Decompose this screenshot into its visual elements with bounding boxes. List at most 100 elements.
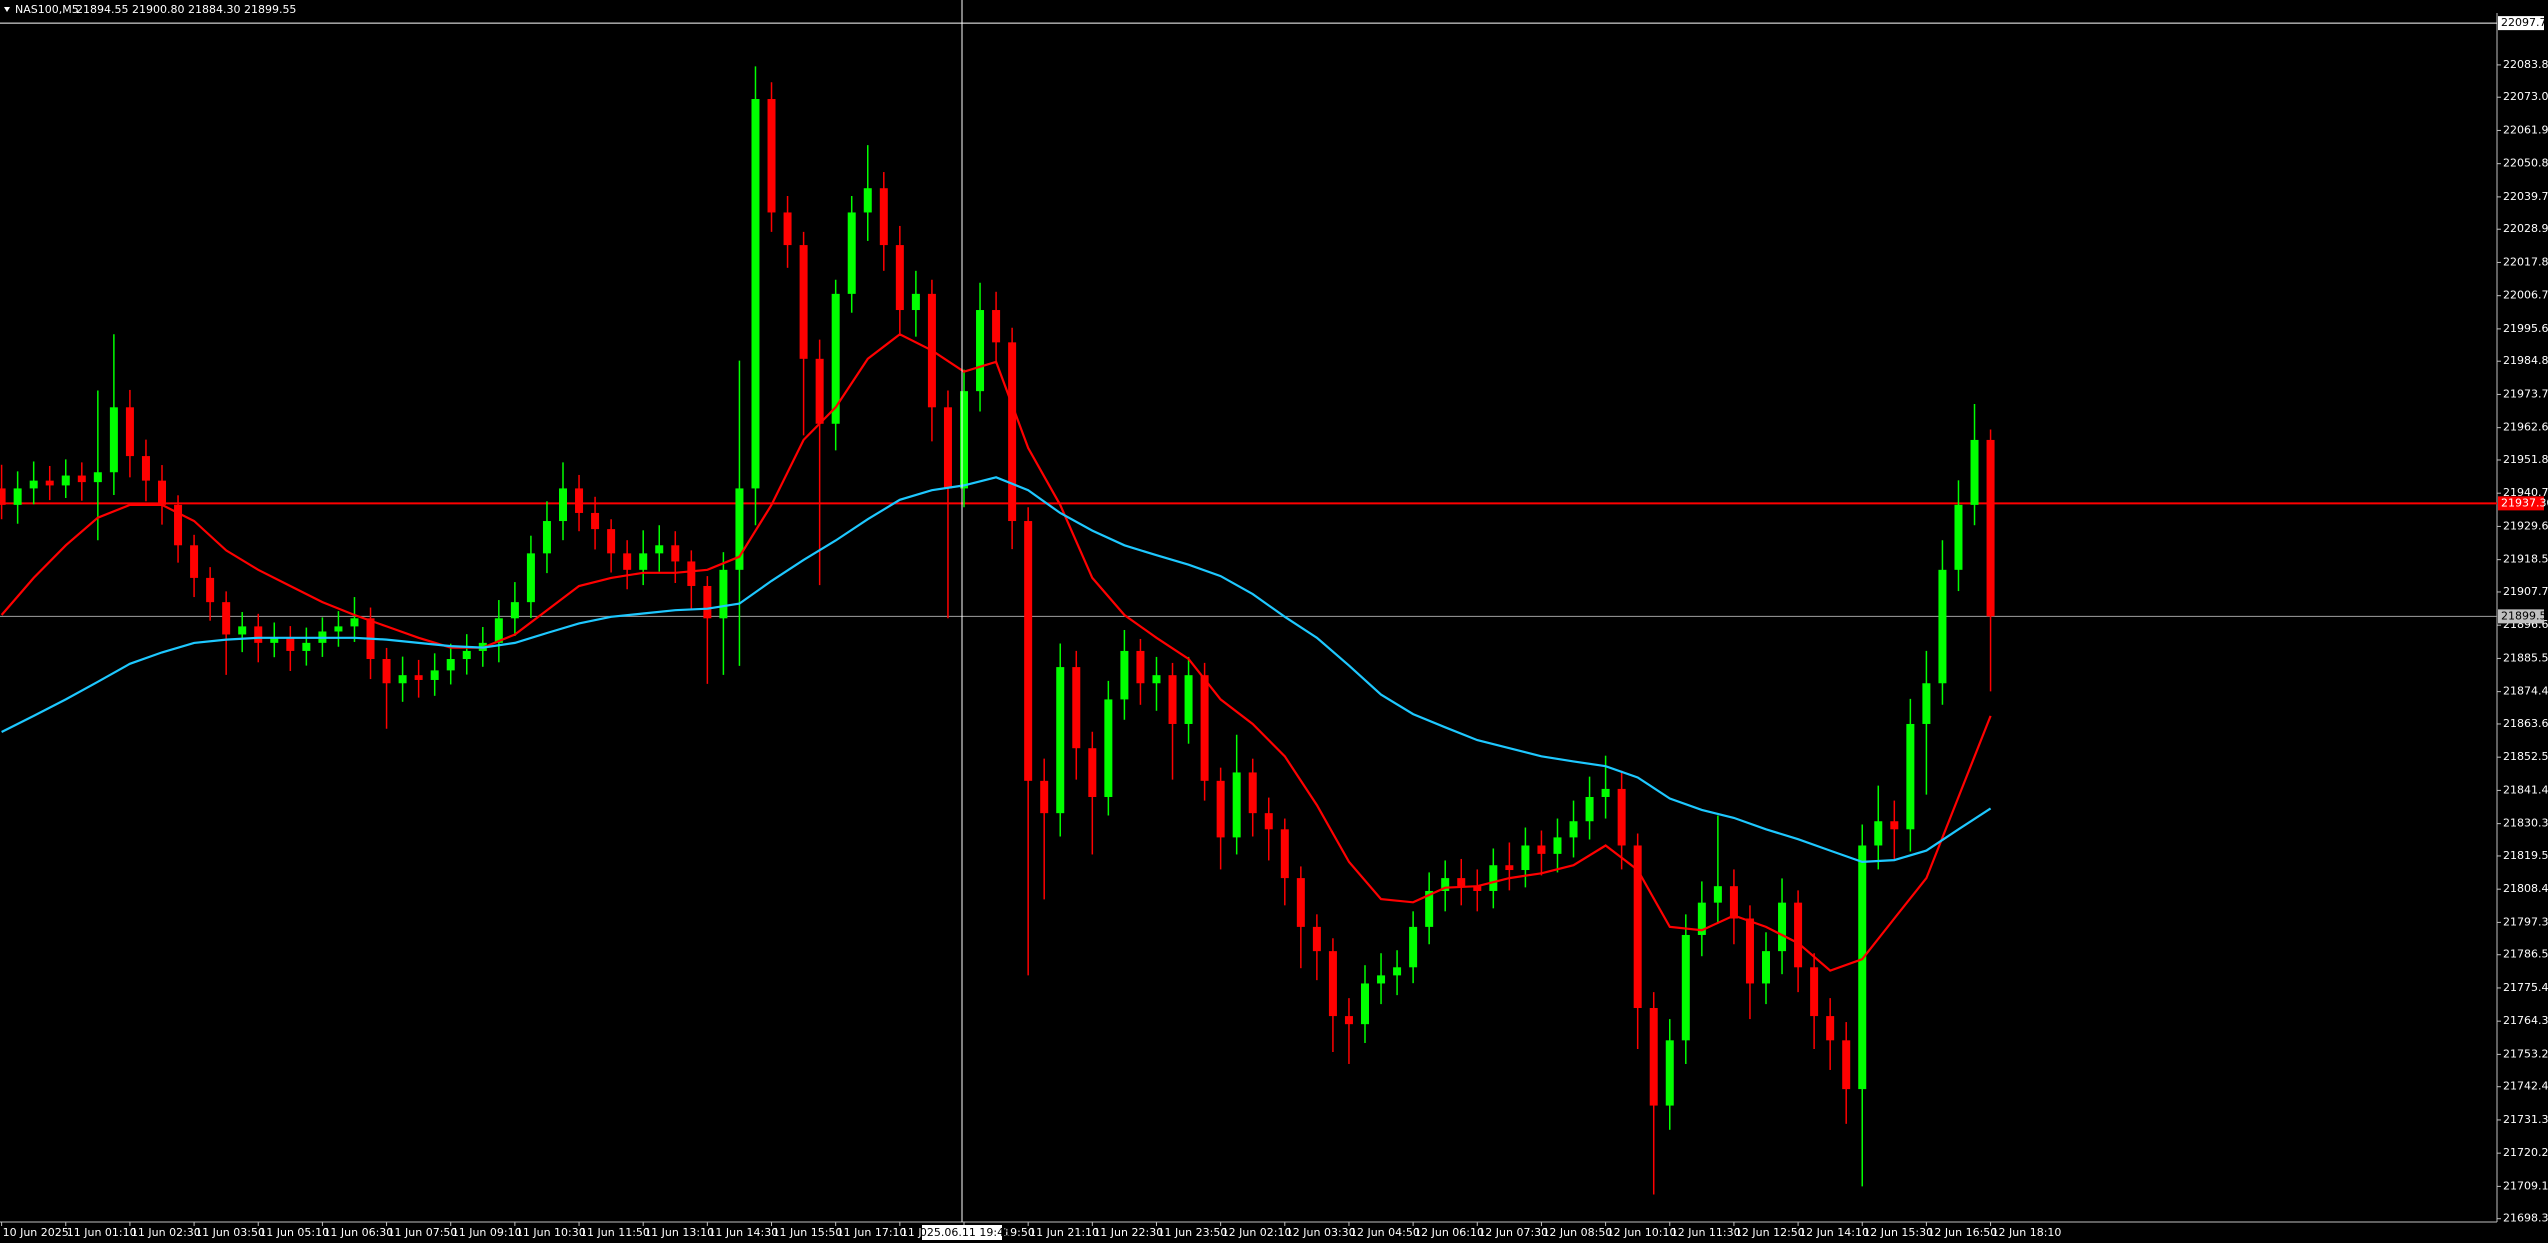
candle xyxy=(1938,540,1947,705)
candle-body xyxy=(414,675,423,680)
candle-body xyxy=(1264,813,1273,830)
y-tick-label: 21830.30 xyxy=(2503,817,2548,830)
candle xyxy=(206,567,215,621)
y-tick-label: 21918.50 xyxy=(2503,553,2548,566)
candle xyxy=(1328,938,1337,1052)
candle xyxy=(141,439,150,502)
candle xyxy=(1922,650,1931,795)
y-tick-label: 21720.20 xyxy=(2503,1146,2548,1159)
candle-body xyxy=(1296,878,1305,927)
candle-body xyxy=(1152,675,1161,684)
candle-body xyxy=(976,310,985,392)
candle xyxy=(302,627,311,666)
candle-body xyxy=(687,561,696,586)
candle xyxy=(943,390,952,619)
candle-body xyxy=(847,212,856,294)
candle xyxy=(1393,950,1402,996)
candle-body xyxy=(1072,667,1081,749)
candle-body xyxy=(1328,951,1337,1017)
crosshair-time-box xyxy=(922,1225,1002,1240)
candle xyxy=(174,495,183,563)
candle-body xyxy=(1954,504,1963,570)
symbol-menu-icon[interactable] xyxy=(4,7,10,12)
y-tick-label: 21874.40 xyxy=(2503,685,2548,698)
candle-body xyxy=(1569,821,1578,838)
candle xyxy=(510,582,519,636)
y-tick-label: 22073.00 xyxy=(2503,90,2548,103)
candle xyxy=(767,82,776,232)
y-tick-label: 21786.50 xyxy=(2503,948,2548,961)
candle-body xyxy=(1088,748,1097,797)
candle-body xyxy=(1553,837,1562,854)
x-tick-label: 12 Jun 08:50 xyxy=(1542,1226,1612,1239)
candle-body xyxy=(559,488,567,522)
candle xyxy=(1569,800,1578,858)
candle xyxy=(607,519,616,573)
y-tick-label: 22017.80 xyxy=(2503,255,2548,268)
candle xyxy=(1505,842,1514,891)
x-tick-label: 11 Jun 02:30 xyxy=(131,1226,201,1239)
candle-body xyxy=(1489,865,1498,891)
candle xyxy=(1794,890,1803,993)
candle xyxy=(1489,848,1498,909)
candle xyxy=(350,597,359,642)
y-tick-label: 22061.90 xyxy=(2503,123,2548,136)
y-tick-label: 21951.80 xyxy=(2503,453,2548,466)
candle-body xyxy=(863,188,872,213)
candle xyxy=(77,462,86,501)
candle xyxy=(671,531,680,583)
candle-body xyxy=(302,642,311,651)
candle-body xyxy=(1729,886,1738,919)
y-tick-label: 21698.30 xyxy=(2503,1212,2548,1225)
y-tick-label: 21753.20 xyxy=(2503,1047,2548,1060)
candle-body xyxy=(382,659,391,684)
y-tick-label: 21841.40 xyxy=(2503,783,2548,796)
candle-body xyxy=(1810,967,1819,1017)
candle xyxy=(1457,858,1466,906)
candle xyxy=(238,612,247,653)
candle-body xyxy=(1216,780,1225,838)
candle-body xyxy=(671,545,680,562)
candle-body xyxy=(446,659,455,671)
candle xyxy=(1104,680,1113,816)
y-tick-label: 21973.70 xyxy=(2503,387,2548,400)
candle xyxy=(1040,758,1049,900)
x-tick-label: 12 Jun 06:10 xyxy=(1414,1226,1484,1239)
candle xyxy=(61,459,70,498)
candle xyxy=(190,534,199,598)
candle xyxy=(1409,911,1418,984)
y-tick-label: 21731.30 xyxy=(2503,1113,2548,1126)
candle-body xyxy=(1986,439,1995,617)
candle xyxy=(1008,327,1017,550)
candle xyxy=(895,225,904,334)
candle xyxy=(1553,818,1562,873)
candle-body xyxy=(1104,699,1113,797)
candle xyxy=(591,496,600,550)
candle-body xyxy=(1665,1040,1674,1106)
x-tick-label: 11 Jun 17:10 xyxy=(837,1226,907,1239)
y-tick-label: 21940.70 xyxy=(2503,486,2548,499)
candle-body xyxy=(125,407,134,457)
candle-body xyxy=(0,488,6,505)
candle xyxy=(879,172,888,271)
candle-body xyxy=(1409,926,1418,968)
x-tick-label: 11 Jun 01:10 xyxy=(67,1226,137,1239)
x-tick-label: 12 Jun 15:30 xyxy=(1863,1226,1933,1239)
x-tick-label: 12 Jun 11:30 xyxy=(1671,1226,1741,1239)
candle xyxy=(1729,869,1738,945)
y-tick-label: 21995.60 xyxy=(2503,322,2548,335)
candle xyxy=(1232,734,1241,855)
y-tick-label: 21808.40 xyxy=(2503,882,2548,895)
x-tick-label: 11 Jun 05:10 xyxy=(259,1226,329,1239)
candle xyxy=(1810,953,1819,1050)
candle xyxy=(575,474,584,532)
level-box xyxy=(2498,496,2544,511)
candle xyxy=(1280,818,1289,906)
candle-body xyxy=(174,504,183,546)
candle xyxy=(623,540,632,590)
candle-body xyxy=(1168,675,1177,724)
candle-body xyxy=(1842,1040,1851,1090)
candle-body xyxy=(109,407,118,473)
candle-body xyxy=(494,618,503,643)
